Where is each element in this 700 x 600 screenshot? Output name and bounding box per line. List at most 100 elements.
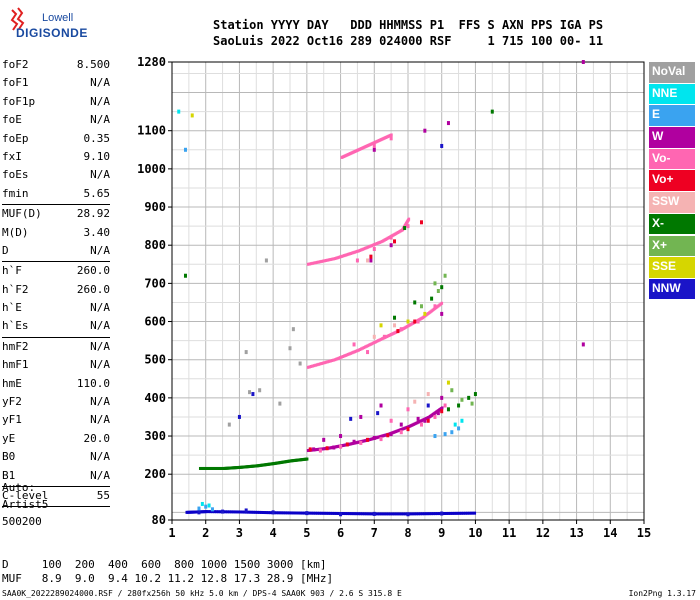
trace-pixel <box>312 511 315 515</box>
x-tick-label: 14 <box>603 526 617 540</box>
data-point <box>325 446 329 451</box>
auto-program: Artist5 <box>2 498 49 511</box>
legend-item-vo-: Vo- <box>649 148 695 170</box>
trace-pixel <box>369 244 372 248</box>
trace-pixel <box>346 512 349 516</box>
trace-pixel <box>424 512 428 516</box>
trace-pixel <box>333 257 337 261</box>
series-nnw <box>197 143 444 517</box>
trace-pixel <box>339 255 342 259</box>
trace-pixel <box>437 512 441 516</box>
trace-pixel <box>445 511 448 515</box>
param-row: D N/A <box>2 242 110 260</box>
trace-pixel <box>345 353 349 357</box>
data-point <box>177 109 181 114</box>
trace-pixel <box>375 339 379 343</box>
data-point <box>457 426 461 431</box>
trace-pixel <box>221 466 224 470</box>
param-name: yE <box>2 431 16 445</box>
trace-pixel <box>348 512 351 516</box>
data-point <box>396 329 400 334</box>
data-point <box>406 319 410 324</box>
data-point <box>366 258 370 263</box>
param-value: 9.10 <box>83 149 111 163</box>
param-row: foEp 0.35 <box>2 130 110 148</box>
data-point <box>399 327 403 332</box>
trace-pixel <box>267 511 271 515</box>
trace-pixel <box>447 511 450 515</box>
data-point <box>271 510 275 515</box>
data-point <box>406 512 410 517</box>
trace-pixel <box>315 363 319 367</box>
trace-pixel <box>407 217 411 221</box>
series-x- <box>419 273 474 406</box>
param-row: foEs N/A <box>2 166 110 184</box>
param-value: N/A <box>90 319 110 333</box>
param-name: C-level <box>2 488 49 502</box>
param-name: foF1 <box>2 76 29 90</box>
trace-pixel <box>276 511 280 515</box>
trace-pixel <box>331 511 334 515</box>
trace-pixel <box>353 350 356 354</box>
data-point <box>440 143 444 148</box>
data-point <box>440 395 444 400</box>
data-point <box>389 243 393 248</box>
trace-pixel <box>239 510 242 514</box>
trace-pixel <box>265 511 269 515</box>
trace-pixel <box>361 247 364 251</box>
trace-pixel <box>348 252 351 256</box>
trace-pixel <box>335 357 338 361</box>
trace-pixel <box>207 510 211 514</box>
data-point <box>473 392 477 397</box>
data-point <box>339 444 343 449</box>
trace-pixel <box>426 512 430 516</box>
trace-pixel <box>317 260 320 264</box>
trace-pixel <box>312 364 316 368</box>
param-row: yF1 N/A <box>2 411 110 429</box>
data-point <box>389 418 393 423</box>
trace-pixel <box>413 512 417 516</box>
trace-f2-4th-hop <box>340 133 393 159</box>
trace-pixel <box>260 510 263 514</box>
data-point <box>244 350 248 355</box>
trace-pixel <box>261 510 265 514</box>
trace-pixel <box>350 251 354 255</box>
param-name: h`F2 <box>2 282 29 296</box>
param-row: MUF(D) 28.92 <box>2 205 110 223</box>
data-point <box>389 235 393 240</box>
y-tick-label: 200 <box>144 467 166 481</box>
trace-pixel <box>344 353 347 357</box>
trace-pixel <box>356 249 359 253</box>
param-row: fxI 9.10 <box>2 148 110 166</box>
trace-pixel <box>306 262 310 266</box>
data-point <box>490 109 494 114</box>
trace-pixel <box>241 510 244 514</box>
param-divider <box>2 261 110 263</box>
trace-pixel <box>320 259 323 263</box>
trace-pixel <box>353 250 356 254</box>
trace-pixel <box>422 512 426 516</box>
trace-pixel <box>295 511 299 515</box>
y-tick-label: 300 <box>144 429 166 443</box>
trace-pixel <box>363 512 366 516</box>
trace-pixel <box>332 257 335 261</box>
param-divider <box>2 506 110 508</box>
trace-pixel <box>254 510 257 514</box>
data-point <box>359 414 363 419</box>
legend-item-noval: NoVal <box>649 62 695 83</box>
trace-pixel <box>364 512 368 516</box>
trace-pixel <box>314 363 317 367</box>
y-tick-label: 800 <box>144 238 166 252</box>
software-version: Ion2Png 1.3.17 <box>628 589 696 598</box>
trace-pixel <box>449 511 452 515</box>
param-value: 3.40 <box>83 225 111 239</box>
trace-pixel <box>346 252 350 256</box>
trace-pixel <box>361 512 364 516</box>
data-point <box>305 511 309 516</box>
trace-pixel <box>443 511 447 515</box>
trace-pixel <box>363 246 367 250</box>
trace-pixel <box>394 512 398 516</box>
trace-pixel <box>237 510 241 514</box>
trace-pixel <box>379 512 383 516</box>
param-name: h`Es <box>2 319 29 333</box>
